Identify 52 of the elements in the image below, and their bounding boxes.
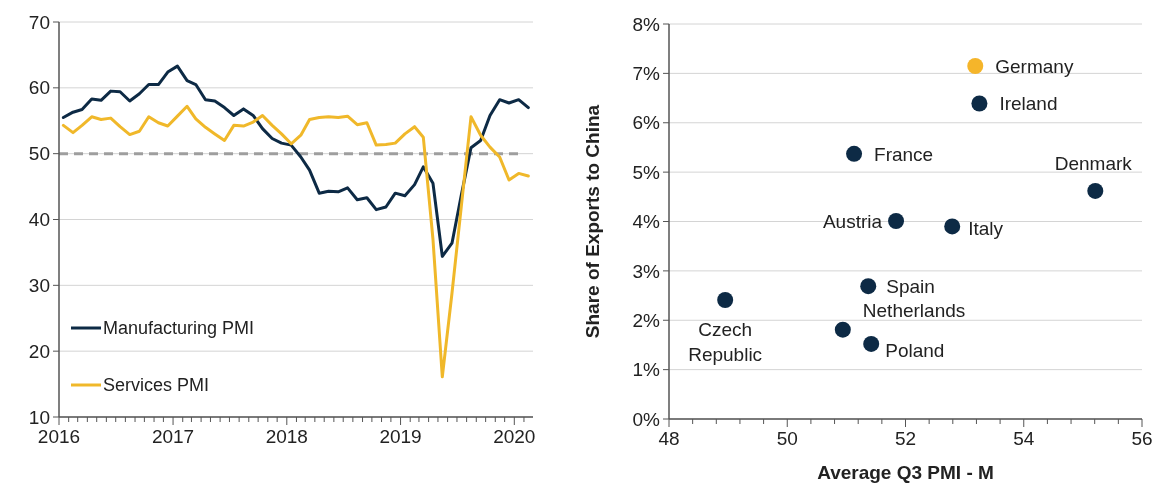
annotation: Netherlands	[862, 300, 966, 322]
annotation: Poland	[885, 339, 945, 361]
point	[971, 95, 988, 112]
y-tick-label: 3%	[632, 260, 661, 282]
line-series	[61, 64, 530, 258]
y-axis-title: Share of Exports to China	[582, 104, 603, 339]
annotation: Italy	[968, 218, 1004, 240]
x-tick-label: 2019	[379, 426, 422, 447]
x-axis-title: Average Q3 PMI - M	[817, 462, 994, 483]
point	[860, 278, 877, 295]
point	[846, 145, 863, 162]
annotation: Denmark	[1054, 152, 1133, 174]
annotation: Ireland	[999, 93, 1058, 115]
x-tick-label: 2017	[151, 426, 195, 447]
y-tick-label: 70	[28, 11, 50, 33]
point	[944, 218, 961, 235]
y-tick-label: 0%	[632, 408, 661, 430]
x-tick-label: 2018	[265, 426, 308, 447]
y-tick-label: 60	[28, 77, 50, 99]
x-tick-label: 48	[658, 428, 680, 449]
x-tick-label: 2016	[37, 426, 81, 447]
annotation: Austria	[822, 210, 883, 232]
annotation: France	[874, 143, 934, 165]
x-tick-label: 52	[894, 428, 917, 449]
y-tick-label: 10	[28, 406, 50, 428]
annotation: Spain	[886, 275, 935, 297]
x-tick-label: 56	[1131, 428, 1153, 449]
point	[967, 57, 984, 74]
point	[863, 335, 880, 352]
point	[717, 292, 734, 309]
y-tick-label: 7%	[632, 63, 661, 85]
y-tick-label: 6%	[632, 112, 661, 134]
x-tick-label: 2020	[493, 426, 536, 447]
y-tick-label: 2%	[632, 309, 661, 331]
line-series	[61, 104, 530, 379]
annotation: Czech Republic	[688, 318, 763, 366]
y-tick-label: 4%	[632, 211, 661, 233]
point	[1087, 182, 1104, 199]
annotation: Germany	[995, 55, 1074, 77]
y-tick-label: 5%	[632, 161, 661, 183]
legend-label: Manufacturing PMI	[103, 318, 255, 339]
y-tick-label: 30	[28, 274, 50, 296]
y-tick-label: 50	[28, 143, 50, 165]
point	[888, 213, 905, 230]
point	[834, 321, 851, 338]
y-tick-label: 20	[28, 340, 50, 362]
x-tick-label: 54	[1013, 428, 1035, 449]
y-tick-label: 40	[28, 209, 50, 231]
legend-label: Services PMI	[103, 375, 210, 396]
x-tick-label: 50	[776, 428, 798, 449]
y-tick-label: 1%	[632, 359, 661, 381]
y-tick-label: 8%	[632, 13, 661, 35]
